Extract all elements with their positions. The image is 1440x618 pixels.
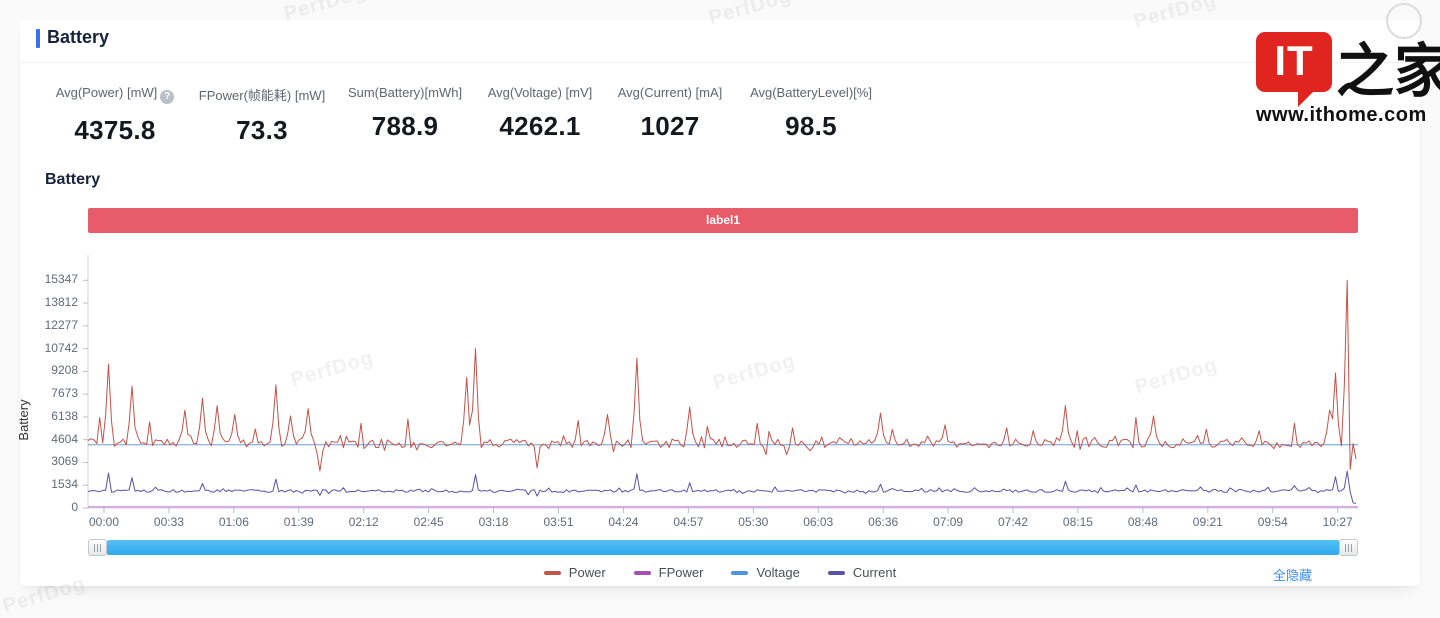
y-tick-label: 15347 [44, 272, 78, 287]
header-divider [20, 62, 1420, 63]
chart-legend: Power FPower Voltage Current [0, 565, 1440, 580]
ithome-bubble-tail-icon [1298, 90, 1315, 107]
scrollbar-left-handle-icon[interactable] [88, 539, 107, 556]
series-line-power [87, 279, 1357, 472]
chart-scrollbar[interactable] [107, 540, 1339, 555]
ithome-bubble-icon: IT [1256, 32, 1332, 92]
legend-label: Voltage [756, 565, 800, 580]
y-tick-label: 10742 [44, 340, 78, 355]
x-tick-label: 02:45 [413, 515, 444, 529]
hide-all-link[interactable]: 全隐藏 [1273, 568, 1313, 583]
legend-item-fpower[interactable]: FPower [633, 565, 704, 580]
legend-label: Power [568, 565, 606, 580]
legend-label: FPower [658, 565, 704, 580]
fpower-series-dash-icon [633, 570, 651, 575]
x-tick-label: 05:30 [738, 515, 769, 529]
stat-label: Avg(BatteryLevel)[%] [750, 85, 872, 100]
stat-value: 98.5 [785, 111, 837, 141]
stat-avg-power: Avg(Power) [mW]? 4375.8 [20, 85, 210, 146]
current-series-dash-icon [827, 570, 845, 575]
y-tick-label: 7673 [51, 386, 78, 401]
battery-line-chart[interactable] [82, 253, 1368, 517]
ithome-logo: IT 之家 www.ithome.com [1250, 24, 1440, 136]
stat-label: FPower(帧能耗) [mW] [198, 88, 326, 103]
x-tick-label: 06:36 [868, 515, 899, 529]
title-accent-bar [36, 29, 40, 48]
legend-label: Current [852, 565, 897, 580]
chart-section-title: Battery [45, 171, 101, 188]
stat-value: 788.9 [371, 111, 439, 141]
page-title: Battery [47, 27, 110, 47]
x-tick-label: 08:48 [1127, 515, 1158, 529]
label1-banner[interactable]: label1 [88, 208, 1358, 233]
stat-label: Sum(Battery)[mWh] [347, 85, 463, 100]
stat-label: Avg(Power) [mW]? [20, 85, 210, 104]
stat-avg-current: Avg(Current) [mA] 1027 [575, 85, 765, 142]
x-tick-label: 04:57 [673, 515, 704, 529]
stat-fpower: FPower(帧能耗) [mW] 73.3 [167, 85, 357, 146]
legend-item-voltage[interactable]: Voltage [731, 565, 800, 580]
x-tick-label: 00:33 [153, 515, 184, 529]
stat-sum-battery: Sum(Battery)[mWh] 788.9 [310, 85, 500, 142]
y-tick-label: 6138 [51, 408, 78, 423]
circle-watermark-icon [1386, 3, 1422, 39]
y-tick-label: 4604 [51, 431, 78, 446]
stat-avg-batterylevel: Avg(BatteryLevel)[%] 98.5 [716, 85, 906, 142]
x-tick-label: 09:21 [1192, 515, 1223, 529]
stat-value: 4375.8 [74, 115, 156, 145]
stat-label: Avg(Voltage) [mV] [487, 85, 593, 100]
y-tick-label: 9208 [51, 363, 78, 378]
y-tick-label: 3069 [51, 454, 78, 469]
stat-value: 73.3 [236, 115, 288, 145]
y-tick-label: 13812 [44, 295, 78, 310]
legend-item-power[interactable]: Power [543, 565, 606, 580]
y-tick-label: 0 [71, 500, 78, 514]
help-icon[interactable]: ? [160, 90, 175, 104]
scrollbar-right-handle-icon[interactable] [1339, 539, 1358, 556]
legend-item-current[interactable]: Current [827, 565, 897, 580]
x-tick-label: 01:06 [218, 515, 249, 529]
x-tick-label: 08:15 [1062, 515, 1093, 529]
x-tick-label: 07:42 [998, 515, 1029, 529]
stat-avg-voltage: Avg(Voltage) [mV] 4262.1 [445, 85, 635, 142]
voltage-series-dash-icon [731, 570, 749, 575]
ithome-site-url: www.ithome.com [1256, 104, 1427, 126]
series-line-current [87, 470, 1357, 504]
x-tick-label: 03:51 [543, 515, 574, 529]
stat-value: 1027 [640, 111, 700, 141]
y-tick-label: 1534 [51, 477, 78, 492]
x-tick-label: 10:27 [1322, 515, 1353, 529]
y-tick-label: 12277 [44, 317, 78, 332]
x-tick-label: 00:00 [88, 515, 120, 529]
ithome-cn-text: 之家 [1336, 39, 1440, 104]
x-tick-label: 06:03 [803, 515, 834, 529]
power-series-dash-icon [543, 570, 561, 575]
x-tick-label: 09:54 [1257, 515, 1288, 529]
x-tick-label: 01:39 [283, 515, 314, 529]
x-tick-label: 07:09 [933, 515, 964, 529]
x-tick-label: 02:12 [348, 515, 379, 529]
stat-value: 4262.1 [499, 111, 581, 141]
stat-label: Avg(Current) [mA] [617, 85, 723, 100]
x-tick-label: 04:24 [608, 515, 639, 529]
x-tick-label: 03:18 [478, 515, 509, 529]
